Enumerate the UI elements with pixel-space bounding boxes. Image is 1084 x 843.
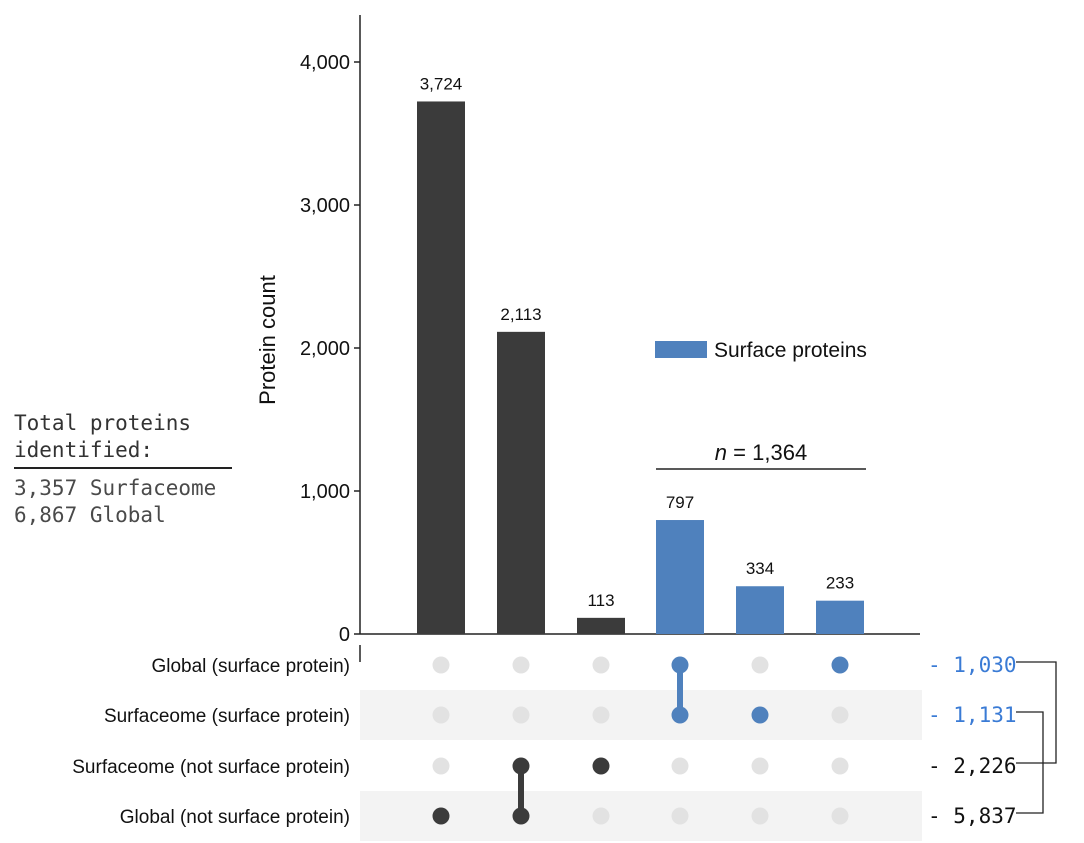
legend-label: Surface proteins xyxy=(714,339,867,362)
matrix-dot-inactive xyxy=(751,656,769,674)
y-tick-label: 0 xyxy=(339,624,350,646)
matrix-dot-inactive xyxy=(671,807,689,825)
legend-swatch xyxy=(655,341,707,358)
set-size-label: - 5,837 xyxy=(928,804,1017,828)
matrix-dot-active xyxy=(512,807,530,825)
matrix-dot-active xyxy=(751,706,769,724)
matrix-dot-inactive xyxy=(512,706,530,724)
bar xyxy=(736,586,784,634)
bracket-annotation-value: = 1,364 xyxy=(727,440,807,465)
matrix-dot-inactive xyxy=(751,757,769,775)
bracket-annotation-italic: n xyxy=(715,440,727,465)
intersection-matrix xyxy=(432,656,849,825)
y-tick-label: 3,000 xyxy=(300,195,350,217)
set-labels: Global (surface protein) - 1,030 Surfaceom… xyxy=(72,653,1057,828)
y-tick-label: 2,000 xyxy=(300,338,350,360)
matrix-dot-inactive xyxy=(512,656,530,674)
matrix-dot-inactive xyxy=(592,807,610,825)
legend: Surface proteins xyxy=(655,339,867,362)
matrix-dot-inactive xyxy=(671,757,689,775)
y-axis: 0 1,000 2,000 3,000 4,000 Protein count xyxy=(255,15,920,662)
set-size-label: - 2,226 xyxy=(928,754,1017,778)
matrix-stripes xyxy=(360,690,922,841)
matrix-dot-inactive xyxy=(592,656,610,674)
summary-box: Total proteins identified: 3,357 Surface… xyxy=(14,410,232,529)
y-tick-label: 1,000 xyxy=(300,481,350,503)
matrix-dot-active xyxy=(592,757,610,775)
set-pair-bracket xyxy=(1016,711,1044,814)
set-pair-bracket xyxy=(1016,661,1057,764)
bar-value-label: 233 xyxy=(826,574,854,593)
set-name-label: Global (not surface protein) xyxy=(120,807,350,828)
matrix-dot-inactive xyxy=(432,757,450,775)
bracket-annotation: n = 1,364 xyxy=(715,440,807,465)
set-size-label: - 1,030 xyxy=(928,653,1017,677)
matrix-dot-active xyxy=(671,706,689,724)
bar-value-label: 797 xyxy=(666,493,694,512)
matrix-dot-inactive xyxy=(831,757,849,775)
matrix-dot-inactive xyxy=(432,706,450,724)
bar-value-label: 334 xyxy=(746,559,774,578)
bar xyxy=(417,101,465,634)
matrix-dot-inactive xyxy=(831,706,849,724)
bars: 3,724 2,113 113 797 334 233 n = 1,364 xyxy=(417,74,866,634)
set-name-label: Surfaceome (surface protein) xyxy=(104,706,350,727)
matrix-row-stripe xyxy=(360,690,922,740)
summary-title-line2: identified: xyxy=(14,438,154,462)
bar-value-label: 3,724 xyxy=(420,74,463,93)
bar xyxy=(656,520,704,634)
matrix-dot-inactive xyxy=(592,706,610,724)
set-size-label: - 1,131 xyxy=(928,703,1017,727)
bar xyxy=(816,600,864,634)
matrix-dot-inactive xyxy=(831,807,849,825)
matrix-dot-active xyxy=(512,757,530,775)
summary-title: Total proteins identified: xyxy=(14,410,232,469)
set-name-label: Surfaceome (not surface protein) xyxy=(72,757,350,778)
summary-line-surfaceome: 3,357 Surfaceome xyxy=(14,476,217,500)
bar-value-label: 2,113 xyxy=(500,305,541,324)
matrix-row-stripe xyxy=(360,791,922,841)
bar xyxy=(497,331,545,634)
matrix-dot-inactive xyxy=(432,656,450,674)
matrix-dot-active xyxy=(671,656,689,674)
summary-line-global: 6,867 Global xyxy=(14,503,166,527)
bar-value-label: 113 xyxy=(587,591,614,610)
y-axis-title: Protein count xyxy=(255,275,280,405)
matrix-dot-active xyxy=(432,807,450,825)
matrix-dot-active xyxy=(831,656,849,674)
set-name-label: Global (surface protein) xyxy=(151,656,350,677)
matrix-dot-inactive xyxy=(751,807,769,825)
y-tick-label: 4,000 xyxy=(300,52,350,74)
summary-title-line1: Total proteins xyxy=(14,411,192,435)
bar xyxy=(577,617,625,634)
